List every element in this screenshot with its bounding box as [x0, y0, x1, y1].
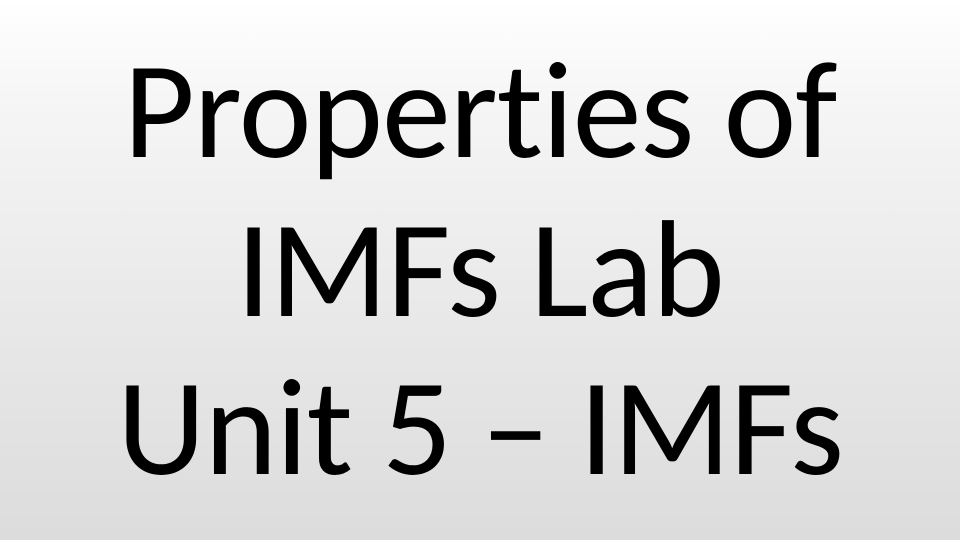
title-line-2: IMFs Lab — [117, 191, 843, 350]
slide-title: Properties of IMFs Lab Unit 5 – IMFs — [117, 32, 843, 508]
title-line-3: Unit 5 – IMFs — [117, 349, 843, 508]
title-line-1: Properties of — [117, 32, 843, 191]
